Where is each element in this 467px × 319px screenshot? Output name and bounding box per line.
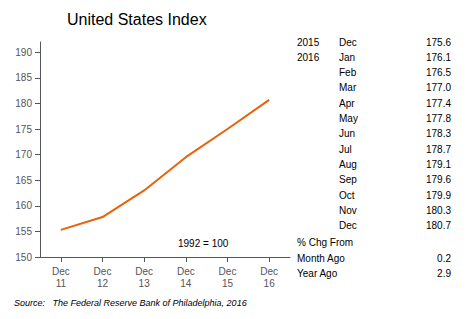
- svg-text:179.9: 179.9: [426, 190, 451, 201]
- svg-text:Jul: Jul: [339, 144, 352, 155]
- svg-text:170: 170: [15, 149, 32, 160]
- svg-text:180.7: 180.7: [426, 220, 451, 231]
- svg-text:Source: The Federal Reserve: Source: The Federal Reserve Bank of Phil…: [14, 298, 247, 308]
- svg-text:177.0: 177.0: [426, 82, 451, 93]
- svg-text:% Chg From: % Chg From: [297, 237, 353, 248]
- svg-text:1992 = 100: 1992 = 100: [178, 238, 229, 249]
- svg-text:Feb: Feb: [339, 67, 357, 78]
- svg-text:177.8: 177.8: [426, 113, 451, 124]
- svg-text:Jan: Jan: [339, 52, 355, 63]
- svg-text:180.3: 180.3: [426, 205, 451, 216]
- svg-text:2015: 2015: [297, 37, 320, 48]
- svg-text:Jun: Jun: [339, 128, 355, 139]
- svg-text:Oct: Oct: [339, 190, 355, 201]
- svg-text:Aug: Aug: [339, 159, 357, 170]
- svg-text:13: 13: [139, 278, 151, 289]
- svg-text:2016: 2016: [297, 52, 320, 63]
- svg-text:16: 16: [264, 278, 276, 289]
- svg-text:155: 155: [15, 226, 32, 237]
- svg-text:160: 160: [15, 200, 32, 211]
- svg-text:Mar: Mar: [339, 82, 357, 93]
- svg-text:175.6: 175.6: [426, 37, 451, 48]
- svg-text:11: 11: [56, 278, 67, 289]
- svg-text:Dec: Dec: [339, 37, 357, 48]
- svg-text:Dec: Dec: [339, 220, 357, 231]
- svg-text:United States Index: United States Index: [67, 11, 207, 28]
- svg-text:175: 175: [15, 124, 32, 135]
- svg-text:Dec: Dec: [52, 266, 70, 277]
- svg-text:178.3: 178.3: [426, 128, 451, 139]
- svg-text:Month Ago: Month Ago: [297, 253, 345, 264]
- svg-text:Sep: Sep: [339, 174, 357, 185]
- svg-text:190: 190: [15, 47, 32, 58]
- svg-text:178.7: 178.7: [426, 144, 451, 155]
- svg-text:May: May: [339, 113, 358, 124]
- svg-text:Dec: Dec: [260, 266, 278, 277]
- svg-text:185: 185: [15, 72, 32, 83]
- svg-text:Nov: Nov: [339, 205, 357, 216]
- svg-text:165: 165: [15, 175, 32, 186]
- svg-text:Dec: Dec: [135, 266, 153, 277]
- svg-text:12: 12: [97, 278, 109, 289]
- svg-text:150: 150: [15, 252, 32, 263]
- svg-text:Dec: Dec: [177, 266, 195, 277]
- svg-text:2.9: 2.9: [437, 268, 451, 279]
- svg-text:177.4: 177.4: [426, 98, 451, 109]
- svg-text:180: 180: [15, 98, 32, 109]
- svg-text:Dec: Dec: [219, 266, 237, 277]
- svg-text:14: 14: [180, 278, 192, 289]
- svg-text:176.5: 176.5: [426, 67, 451, 78]
- svg-text:Dec: Dec: [94, 266, 112, 277]
- svg-text:15: 15: [222, 278, 234, 289]
- svg-text:Apr: Apr: [339, 98, 355, 109]
- svg-text:179.6: 179.6: [426, 174, 451, 185]
- svg-text:Year Ago: Year Ago: [297, 268, 338, 279]
- svg-text:179.1: 179.1: [426, 159, 451, 170]
- svg-text:176.1: 176.1: [426, 52, 451, 63]
- svg-text:0.2: 0.2: [437, 253, 451, 264]
